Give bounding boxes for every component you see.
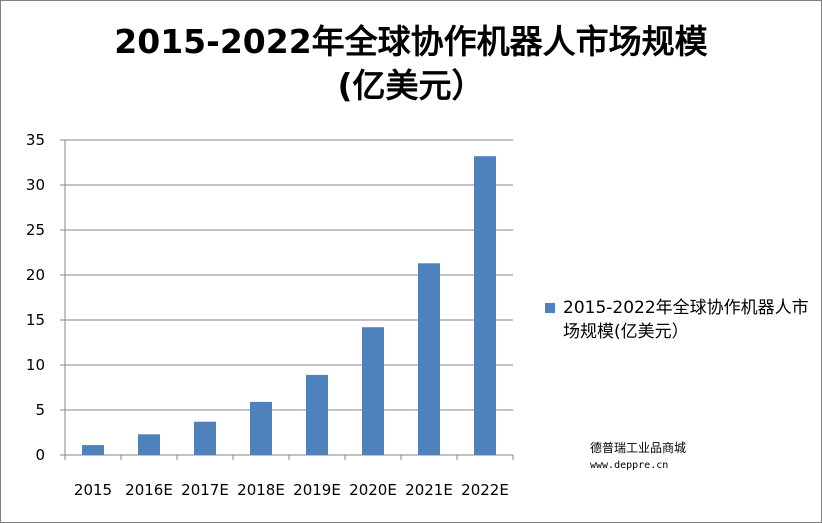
y-tick-label: 20 (26, 266, 45, 284)
x-tick-label: 2016E (125, 481, 173, 499)
x-tick-label: 2021E (405, 481, 453, 499)
y-tick-label: 0 (35, 446, 45, 464)
bars (82, 156, 496, 455)
y-tick-label: 5 (35, 401, 45, 419)
y-tick-labels: 0 5 10 15 20 25 30 35 (26, 131, 45, 464)
chart-title: 2015-2022年全球协作机器人市场规模 (亿美元） (114, 22, 708, 105)
legend-swatch (545, 303, 555, 313)
y-tick-label: 15 (26, 311, 45, 329)
bar-2018E (250, 401, 272, 455)
bar-2019E (306, 374, 328, 455)
x-tick-label: 2015 (74, 481, 112, 499)
x-tick-labels: 2015 2016E 2017E 2018E 2019E 2020E 2021E 2022E (74, 481, 509, 499)
x-tick-label: 2020E (349, 481, 397, 499)
bar-2016E (138, 434, 160, 455)
bar-2020E (362, 327, 384, 455)
x-tick-label: 2018E (237, 481, 285, 499)
y-tick-label: 30 (26, 176, 45, 194)
watermark-url: www.deppre.cn (590, 460, 669, 471)
gridlines (65, 139, 513, 411)
y-tick-label: 35 (26, 131, 45, 149)
y-tick-label: 25 (26, 221, 45, 239)
watermark-name: 德普瑞工业品商城 (590, 441, 687, 455)
y-tick-label: 10 (26, 356, 45, 374)
bar-2015 (82, 445, 104, 455)
watermark: 德普瑞工业品商城 www.deppre.cn (590, 440, 686, 473)
x-tick-label: 2019E (293, 481, 341, 499)
x-tick-label: 2017E (181, 481, 229, 499)
legend-label: 2015-2022年全球协作机器人市场规模(亿美元） (563, 298, 809, 342)
bar-2021E (418, 263, 440, 455)
bar-2022E (474, 156, 496, 455)
axes (60, 139, 514, 460)
x-tick-label: 2022E (461, 481, 509, 499)
bar-2017E (194, 421, 216, 455)
